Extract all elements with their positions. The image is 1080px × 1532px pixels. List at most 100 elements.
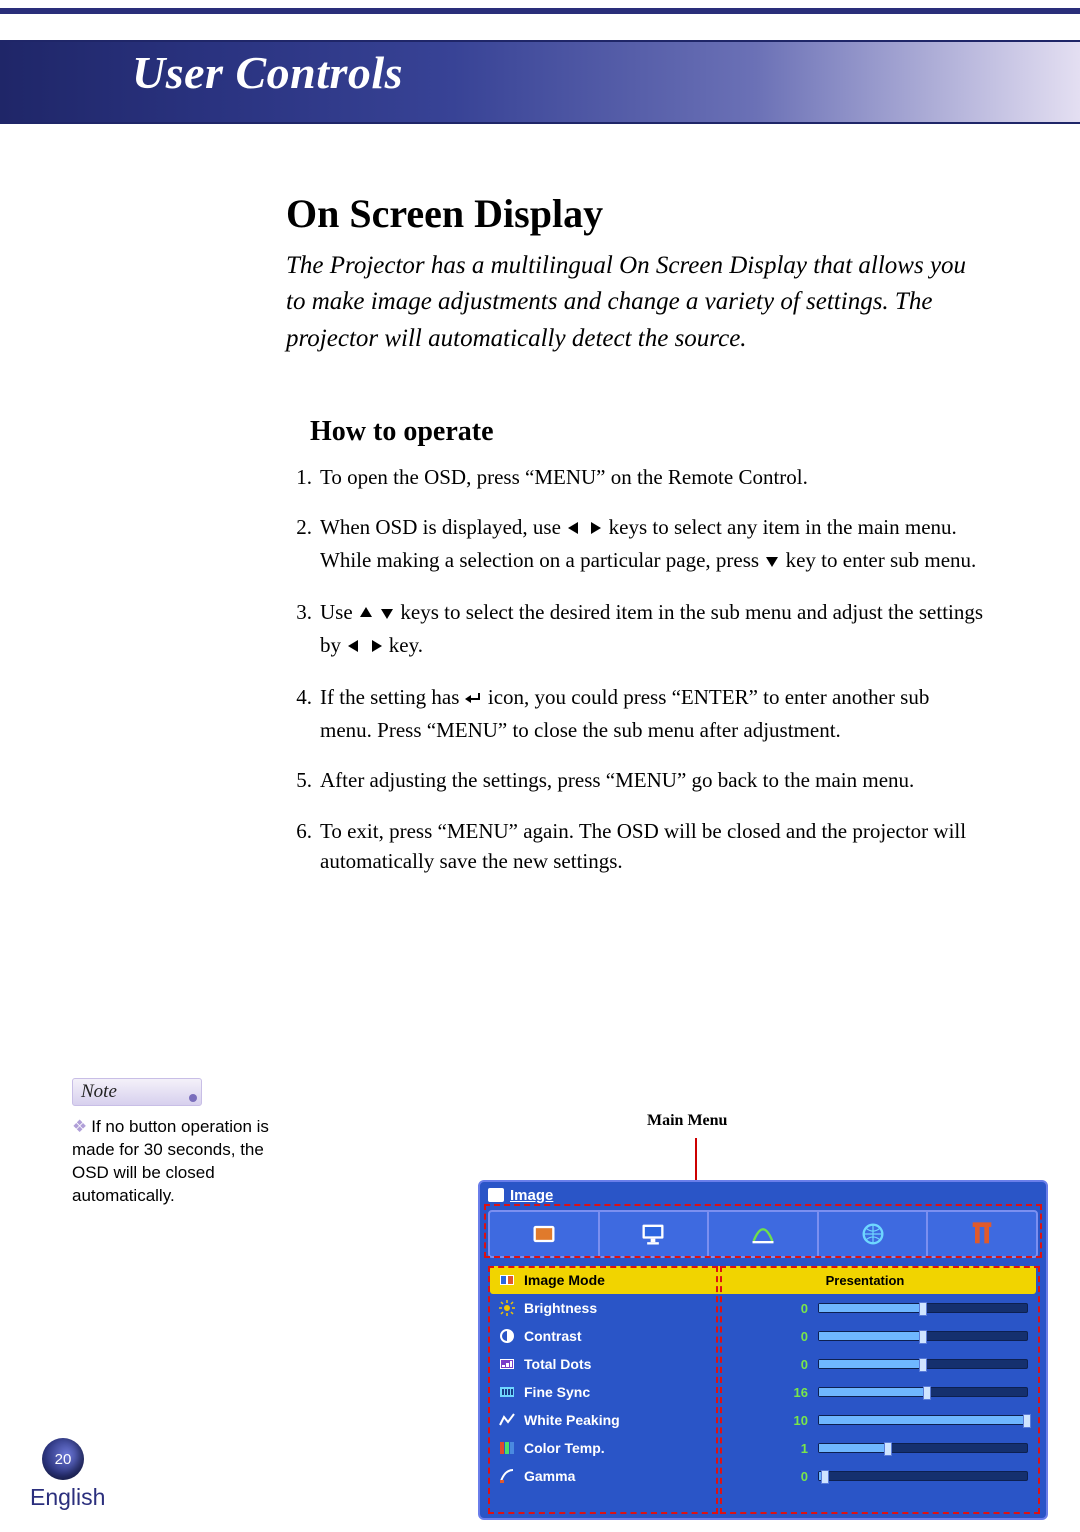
note-block: Note ❖If no button operation is made for… — [72, 1078, 292, 1208]
osd-tab-setting[interactable] — [709, 1212, 819, 1256]
arrow-right-icon — [587, 514, 603, 544]
step-body: When OSD is displayed, use keys to selec… — [320, 512, 986, 577]
step-body: After adjusting the settings, press “MEN… — [320, 765, 986, 795]
osd-row-icon — [498, 1411, 516, 1429]
arrow-down-icon — [379, 599, 395, 629]
language-label: English — [30, 1484, 105, 1511]
step-5: 5. After adjusting the settings, press “… — [286, 765, 986, 795]
osd-tab-screen[interactable] — [600, 1212, 710, 1256]
arrow-up-icon — [358, 599, 374, 629]
section-intro: The Projector has a multilingual On Scre… — [286, 248, 986, 357]
enter-icon — [465, 684, 483, 714]
step-body: If the setting has icon, you could press… — [320, 682, 986, 745]
text: Use — [320, 600, 358, 624]
osd-value-number: 0 — [782, 1357, 808, 1372]
osd-row[interactable]: Image Mode Presentation — [490, 1266, 1036, 1294]
osd-slider[interactable] — [818, 1331, 1028, 1341]
arrow-left-icon — [346, 632, 362, 662]
osd-row-value: Presentation — [702, 1273, 1028, 1288]
manual-page: User Controls On Screen Display The Proj… — [0, 0, 1080, 1532]
osd-row-label: Brightness — [524, 1300, 694, 1316]
text: key. — [389, 633, 423, 657]
osd-slider[interactable] — [818, 1415, 1028, 1425]
step-1: 1. To open the OSD, press “MENU” on the … — [286, 462, 986, 492]
osd-value-number: 0 — [782, 1469, 808, 1484]
step-body: Use keys to select the desired item in t… — [320, 597, 986, 662]
osd-row-value: 16 — [702, 1385, 1028, 1400]
osd-row-value: 0 — [702, 1329, 1028, 1344]
page-title: User Controls — [132, 46, 403, 99]
osd-row-icon — [498, 1299, 516, 1317]
step-6: 6. To exit, press “MENU” again. The OSD … — [286, 816, 986, 877]
osd-title: Image — [510, 1187, 553, 1204]
osd-row-value: 0 — [702, 1469, 1028, 1484]
osd-tab-row — [488, 1210, 1038, 1258]
step-number: 6. — [286, 816, 320, 877]
osd-row[interactable]: White Peaking 10 — [490, 1406, 1036, 1434]
osd-row-icon — [498, 1271, 516, 1289]
step-body: To exit, press “MENU” again. The OSD wil… — [320, 816, 986, 877]
osd-row-icon — [498, 1439, 516, 1457]
osd-slider[interactable] — [818, 1359, 1028, 1369]
osd-row[interactable]: Total Dots0 — [490, 1350, 1036, 1378]
osd-row-value: 0 — [702, 1357, 1028, 1372]
step-number: 2. — [286, 512, 320, 577]
osd-value-number: 0 — [782, 1329, 808, 1344]
callout-line — [695, 1138, 697, 1182]
osd-slider[interactable] — [818, 1303, 1028, 1313]
top-rule — [0, 8, 1080, 14]
text: When OSD is displayed, use — [320, 515, 566, 539]
text: If the setting has — [320, 685, 465, 709]
osd-row-label: Fine Sync — [524, 1384, 694, 1400]
section-title: On Screen Display — [286, 190, 603, 237]
step-number: 3. — [286, 597, 320, 662]
osd-row[interactable]: Gamma0 — [490, 1462, 1036, 1490]
step-body: To open the OSD, press “MENU” on the Rem… — [320, 462, 986, 492]
osd-row[interactable]: Brightness 0 — [490, 1294, 1036, 1322]
arrow-down-icon — [764, 547, 780, 577]
step-number: 4. — [286, 682, 320, 745]
osd-row-label: Image Mode — [524, 1272, 694, 1288]
osd-row-value: 1 — [702, 1441, 1028, 1456]
step-2: 2. When OSD is displayed, use keys to se… — [286, 512, 986, 577]
osd-value-number: 1 — [782, 1441, 808, 1456]
osd-title-icon — [488, 1188, 504, 1202]
osd-row-value: 0 — [702, 1301, 1028, 1316]
osd-tab-image[interactable] — [490, 1212, 600, 1256]
osd-tab-language[interactable] — [819, 1212, 929, 1256]
osd-row-label: White Peaking — [524, 1412, 694, 1428]
osd-slider[interactable] — [818, 1443, 1028, 1453]
osd-row-label: Contrast — [524, 1328, 694, 1344]
osd-row-icon — [498, 1383, 516, 1401]
osd-value-number: 0 — [782, 1301, 808, 1316]
note-dot-icon — [189, 1094, 197, 1102]
osd-row-value: 10 — [702, 1413, 1028, 1428]
arrow-left-icon — [566, 514, 582, 544]
osd-title-row: Image — [480, 1182, 1046, 1206]
note-label: Note — [81, 1079, 117, 1105]
osd-row[interactable]: Fine Sync 16 — [490, 1378, 1036, 1406]
note-banner: Note — [72, 1078, 202, 1106]
steps-list: 1. To open the OSD, press “MENU” on the … — [286, 462, 986, 896]
osd-row[interactable]: Contrast 0 — [490, 1322, 1036, 1350]
osd-row-icon — [498, 1467, 516, 1485]
osd-row-label: Color Temp. — [524, 1440, 694, 1456]
osd-slider[interactable] — [818, 1387, 1028, 1397]
page-number-badge: 20 — [42, 1438, 84, 1480]
osd-row-icon — [498, 1327, 516, 1345]
osd-row-icon — [498, 1355, 516, 1373]
osd-value-number: 10 — [782, 1413, 808, 1428]
diamond-bullet-icon: ❖ — [72, 1117, 87, 1136]
osd-tab-option[interactable] — [928, 1212, 1036, 1256]
step-number: 1. — [286, 462, 320, 492]
step-number: 5. — [286, 765, 320, 795]
osd-slider[interactable] — [818, 1471, 1028, 1481]
callout-main-menu: Main Menu — [647, 1112, 727, 1130]
osd-value-text: Presentation — [826, 1273, 905, 1288]
osd-panel: Image Image ModePresentationBrightness0C… — [478, 1180, 1048, 1520]
step-3: 3. Use keys to select the desired item i… — [286, 597, 986, 662]
arrow-right-icon — [368, 632, 384, 662]
osd-body: Image ModePresentationBrightness0Contras… — [488, 1264, 1038, 1492]
note-text-row: ❖If no button operation is made for 30 s… — [72, 1116, 292, 1208]
osd-row[interactable]: Color Temp. 1 — [490, 1434, 1036, 1462]
